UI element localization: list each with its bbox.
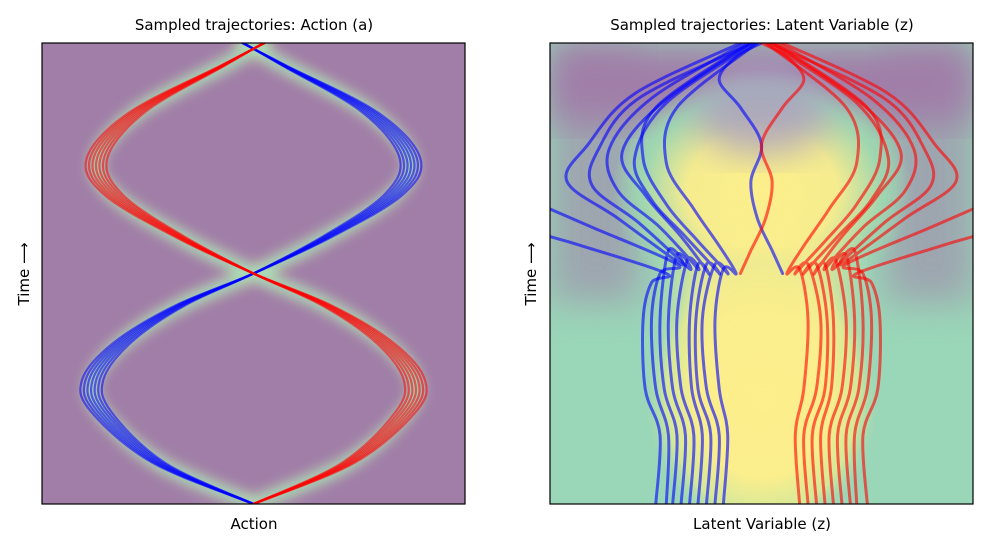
action-ylabel: Time ⟶	[15, 243, 33, 307]
latent-trajectory-7	[550, 207, 682, 504]
latent-trajectory-18	[852, 235, 973, 504]
latent-trajectory-11	[770, 43, 903, 504]
action-plot-frame	[41, 42, 466, 505]
latent-trajectory-19	[764, 43, 861, 504]
latent-heatmap-background	[550, 43, 973, 504]
latent-trajectory-1	[620, 43, 753, 504]
latent-trajectory-8	[550, 235, 671, 504]
latent-trajectory-9	[662, 43, 759, 504]
action-trajectories	[79, 43, 428, 504]
latent-ylabel: Time ⟶	[522, 243, 540, 307]
subplot-action: Sampled trajectories: Action (a) Action …	[15, 16, 466, 533]
latent-trajectory-13	[768, 43, 936, 504]
latent-trajectory-3	[587, 43, 755, 504]
subplot-latent-title: Sampled trajectories: Latent Variable (z…	[610, 16, 914, 34]
latent-trajectory-14	[781, 43, 959, 504]
latent-trajectory-20	[738, 43, 806, 275]
action-xlabel: Action	[231, 515, 278, 533]
subplot-action-title: Sampled trajectories: Action (a)	[135, 16, 373, 34]
action-trajectory-2-7	[84, 43, 428, 504]
latent-trajectory-6	[632, 43, 757, 504]
latent-trajectory-2	[605, 43, 747, 504]
subplot-latent: Sampled trajectories: Latent Variable (z…	[522, 16, 974, 533]
latent-trajectory-17	[841, 207, 973, 504]
latent-xlabel: Latent Variable (z)	[693, 515, 831, 533]
latent-trajectories	[550, 43, 973, 504]
latent-plot-frame	[549, 42, 974, 505]
latent-trajectory-4	[564, 43, 742, 504]
latent-trajectory-16	[766, 43, 891, 504]
latent-trajectory-12	[776, 43, 918, 504]
